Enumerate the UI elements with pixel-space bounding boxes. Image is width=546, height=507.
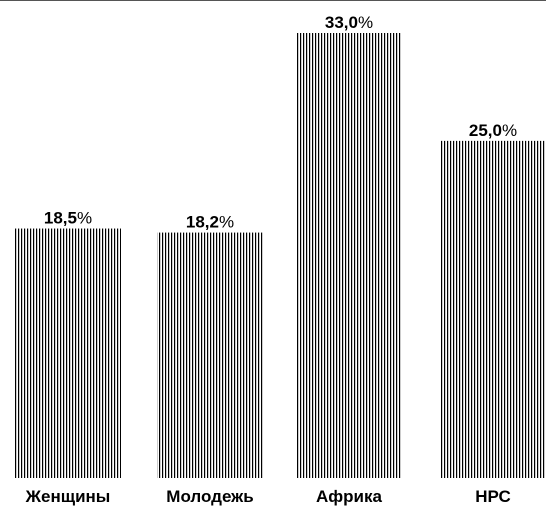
category-label-1: Женщины [25, 487, 111, 506]
value-label-1: 18,5% [44, 209, 92, 228]
category-label-3: Африка [316, 487, 382, 506]
bar-2 [157, 232, 263, 478]
bar-1 [15, 228, 121, 478]
value-label-4: 25,0% [469, 121, 517, 140]
value-label-2: 18,2% [186, 213, 234, 232]
category-label-4: НРС [475, 487, 510, 506]
bar-4 [440, 140, 546, 478]
value-label-3: 33,0% [325, 13, 373, 32]
bar-3 [296, 33, 402, 478]
category-label-2: Молодежь [166, 487, 253, 506]
